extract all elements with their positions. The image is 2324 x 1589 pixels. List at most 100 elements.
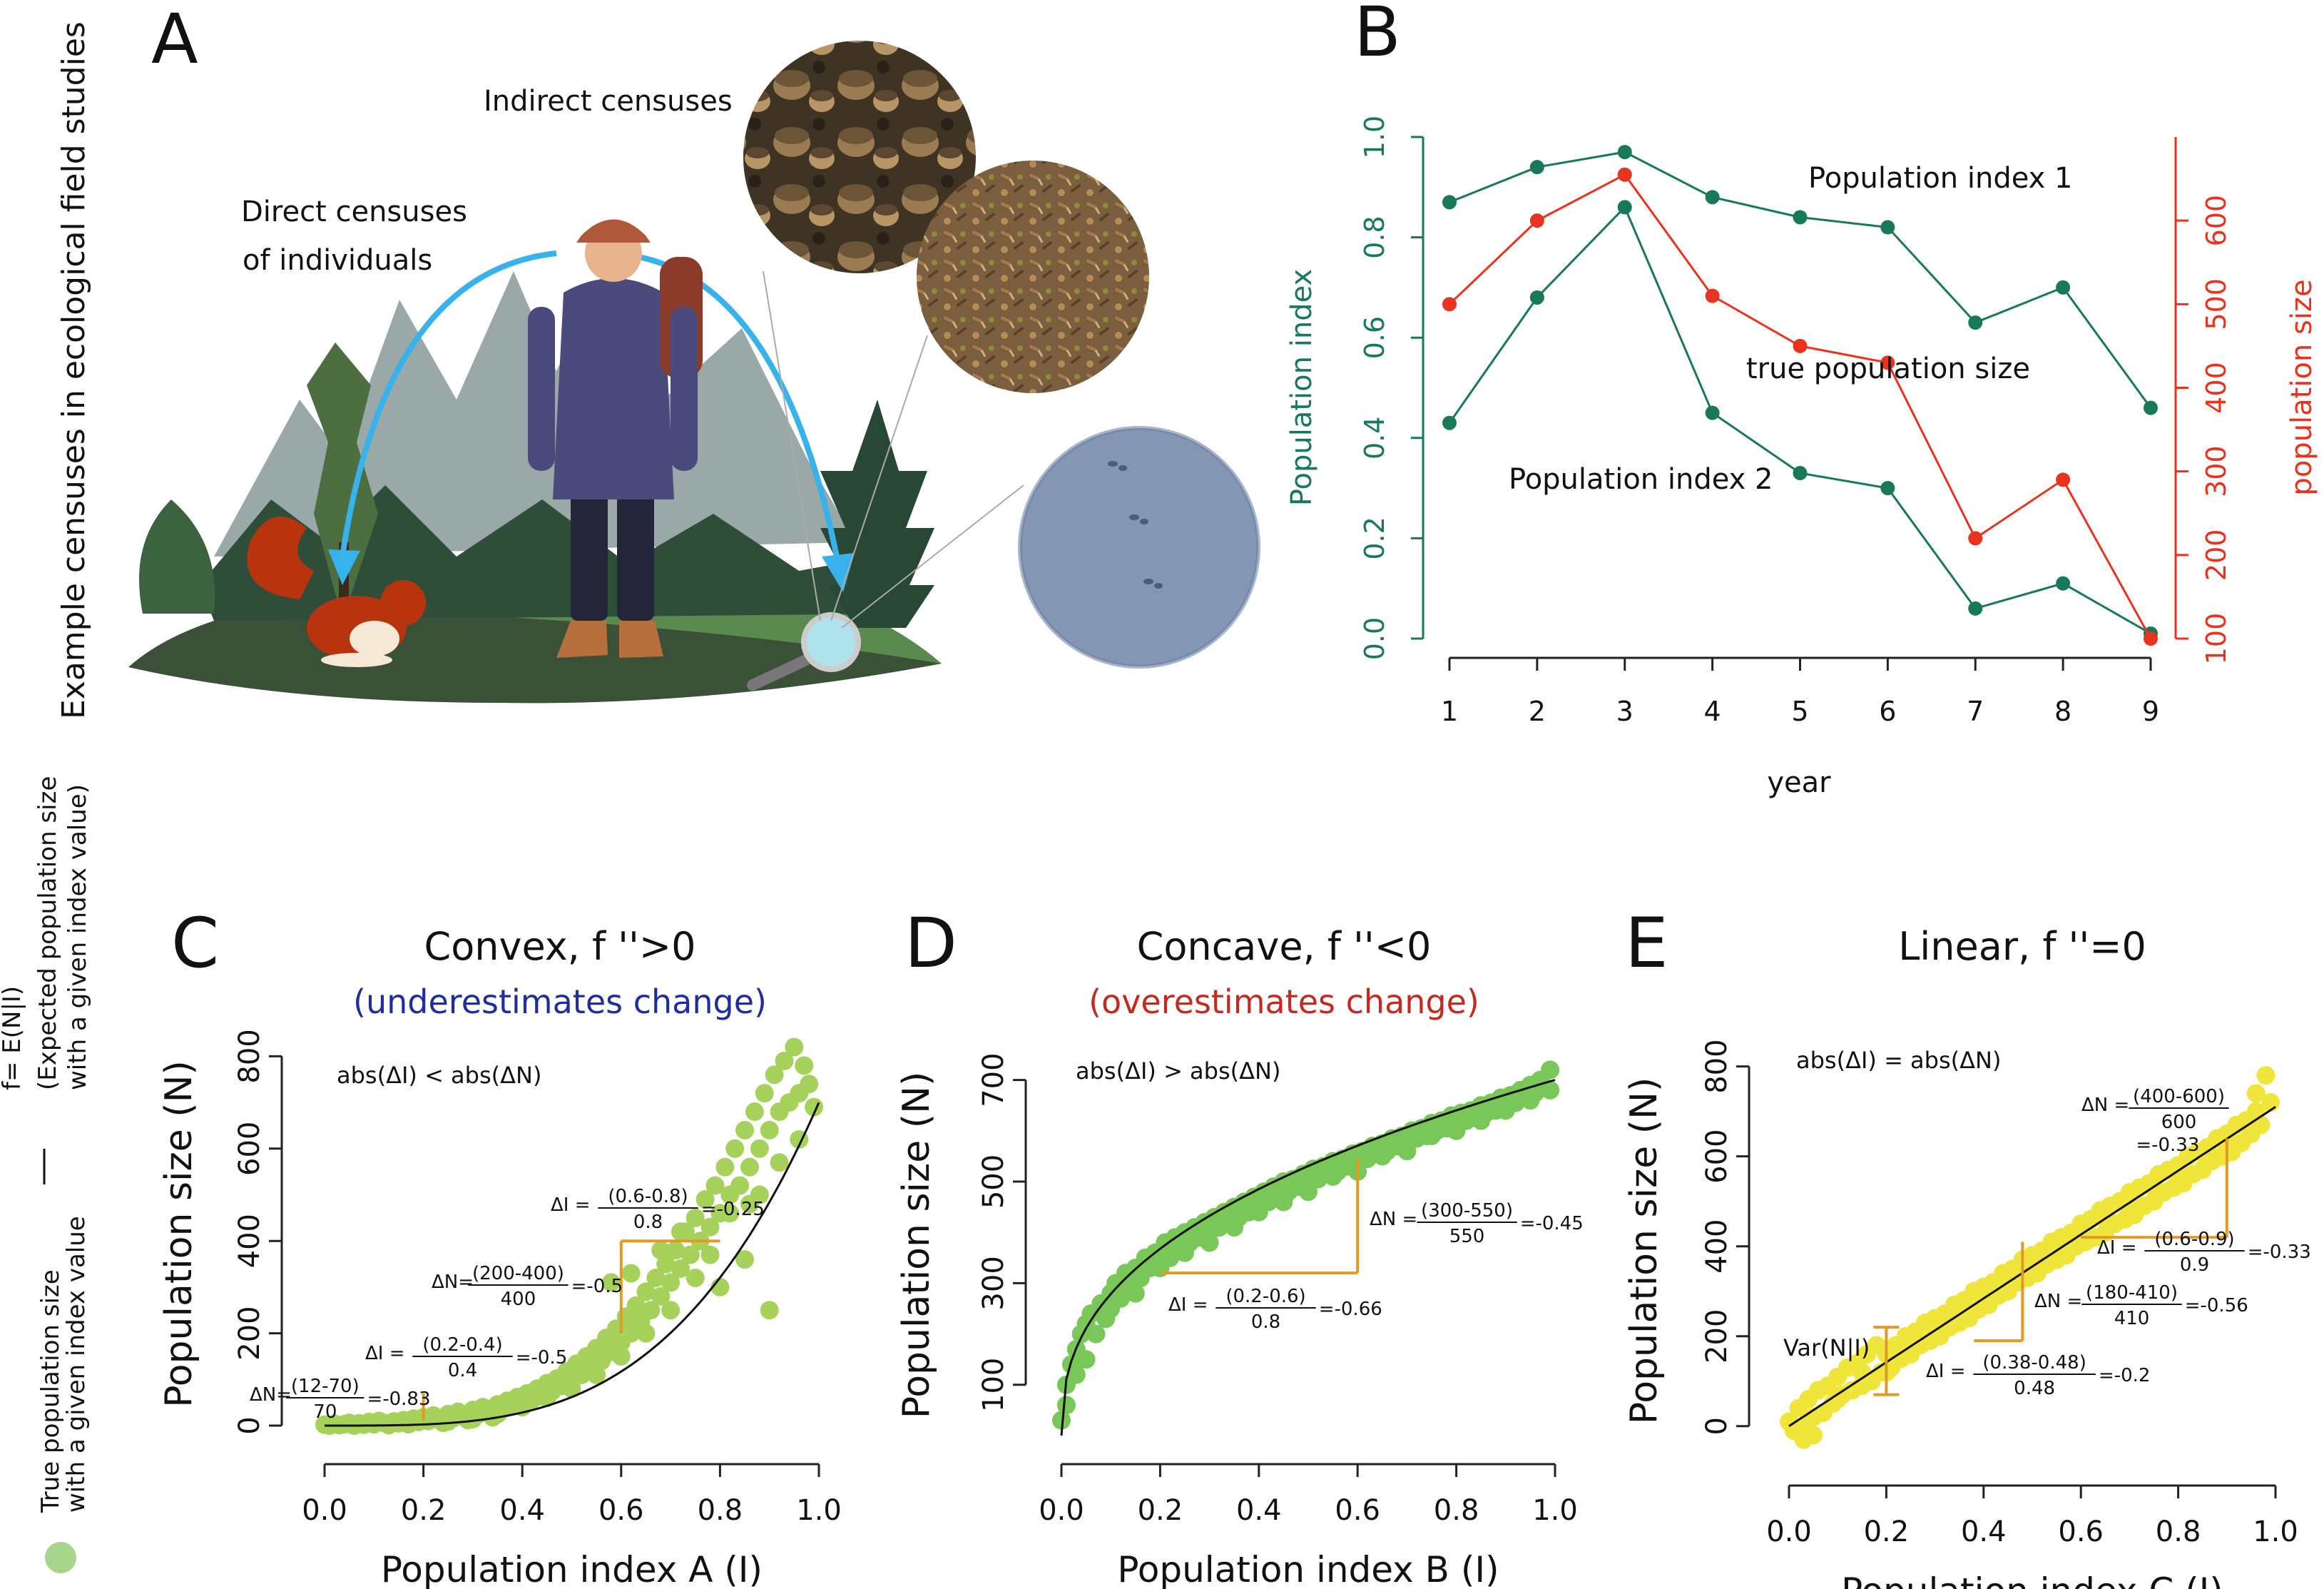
legend-f-desc-1: (Expected population size	[34, 776, 62, 1090]
x-tick-label: 0.4	[499, 1494, 545, 1527]
data-point	[1447, 1121, 1466, 1140]
data-point	[1225, 1218, 1244, 1237]
x-tick-label: 3	[1616, 696, 1634, 727]
annotation-0-pre: ΔN =	[1370, 1209, 1417, 1230]
x-tick-label: 1.0	[1532, 1494, 1578, 1527]
data-point	[750, 1139, 769, 1158]
data-point	[1176, 1243, 1194, 1262]
data-point	[2256, 1066, 2275, 1085]
data-point	[1901, 1331, 1920, 1351]
magnifier-glass	[801, 612, 861, 672]
data-point	[463, 1409, 482, 1428]
series-point-1	[1705, 405, 1720, 420]
data-point	[562, 1379, 581, 1398]
data-point	[2120, 1196, 2139, 1215]
data-point	[1126, 1284, 1145, 1303]
annotation-1-post: =-0.66	[1319, 1299, 1382, 1320]
y-tick-label: 500	[977, 1154, 1010, 1209]
data-point	[1496, 1101, 1515, 1120]
right-tick-label: 600	[2201, 195, 2232, 247]
annotation-1-den: 0.4	[448, 1360, 477, 1381]
annotation-0-post: =-0.83	[367, 1389, 430, 1410]
connector-acorns	[763, 270, 821, 621]
y-tick-label: 0	[1701, 1417, 1733, 1435]
arrowhead-squirrel	[328, 549, 360, 585]
y-tick-label: 400	[1701, 1219, 1733, 1274]
right-tick-label: 400	[2201, 362, 2232, 414]
annotation-3-post: =-0.2	[2099, 1365, 2151, 1386]
y-axis-label: Population size (N)	[1623, 1077, 1666, 1425]
data-point	[661, 1273, 681, 1292]
data-point	[636, 1324, 656, 1343]
panel-a: A Example censuses in ecological field st…	[56, 0, 1260, 719]
data-point	[1372, 1147, 1392, 1166]
data-point	[1541, 1080, 1560, 1100]
x-axis-label: Population index A (I)	[381, 1549, 763, 1589]
data-point	[1086, 1324, 1106, 1344]
data-point	[1472, 1111, 1491, 1130]
y-tick-label: 600	[233, 1122, 266, 1176]
direct-censuses-label: Direct censuses	[241, 196, 467, 228]
side-title: Example censuses in ecological field stu…	[56, 21, 92, 719]
right-tick-label: 300	[2201, 445, 2232, 497]
series-point-0	[1442, 195, 1457, 210]
x-tick-label: 4	[1704, 696, 1721, 727]
snow-rim	[1018, 426, 1260, 669]
data-point	[1852, 1363, 1872, 1382]
data-point	[760, 1301, 779, 1320]
data-point	[641, 1301, 661, 1320]
data-point	[1066, 1365, 1086, 1384]
direct-censuses-label-2: of individuals	[243, 244, 432, 277]
panel-subtitle: (underestimates change)	[353, 983, 767, 1021]
annotation-1-num: (0.6-0.9)	[2154, 1229, 2234, 1250]
x-axis-label: Population index C (I)	[1841, 1570, 2223, 1589]
annotation-0-den: 70	[313, 1401, 337, 1423]
annotation-1-num: (0.2-0.4)	[422, 1334, 502, 1356]
annotation-2-num: (180-410)	[2086, 1282, 2178, 1304]
annotation-2-den: 410	[2114, 1308, 2150, 1329]
panel-letter-e: E	[1625, 903, 1668, 983]
x-tick-label: 0.2	[401, 1494, 447, 1527]
legend-dot-desc-1: True population size	[36, 1269, 65, 1513]
x-tick-label: 5	[1791, 696, 1808, 727]
panel-b-line-chart: B 0.0 0.2 0.4 0.6 0.8 1.0 Population index 100 20…	[1285, 0, 2318, 799]
annotation-1-den: 0.9	[2180, 1254, 2209, 1276]
annotation-3-den: 0.48	[2014, 1378, 2055, 1399]
series-point-1	[1617, 200, 1632, 215]
annotation-2-num: (200-400)	[472, 1263, 564, 1284]
y-tick-label: 800	[1701, 1039, 1733, 1093]
right-tick-label: 500	[2201, 278, 2232, 330]
x-tick-label: 7	[1967, 696, 1984, 727]
x-tick-label: 1.0	[2253, 1516, 2298, 1548]
data-point	[2193, 1142, 2212, 1162]
left-tick-label: 1.0	[1359, 116, 1390, 158]
data-point	[800, 1075, 819, 1094]
data-point	[1804, 1426, 1823, 1445]
series-point-0	[1529, 160, 1544, 175]
annotation-1-pre: ΔI =	[1168, 1294, 1208, 1316]
data-point	[1950, 1299, 1969, 1319]
x-tick-label: 8	[2054, 696, 2071, 727]
fitted-curve	[1060, 1079, 1556, 1436]
series-point-1	[1529, 290, 1544, 305]
annotation-2-den: 400	[501, 1289, 536, 1310]
x-tick-label: 0.0	[302, 1494, 347, 1527]
hiker-boot-right	[619, 621, 663, 658]
track-mark	[1154, 583, 1163, 589]
data-point	[1998, 1268, 2017, 1287]
series-line-2	[1448, 173, 2152, 639]
data-point	[651, 1241, 671, 1260]
track-mark	[1129, 514, 1139, 520]
series-point-0	[1617, 145, 1632, 160]
acorns-photo	[743, 41, 976, 273]
data-point	[1541, 1060, 1560, 1080]
annotation-2-post: =-0.5	[571, 1276, 623, 1297]
left-tick-label: 0.8	[1359, 215, 1390, 258]
series-label-index-1: Population index 1	[1808, 162, 2072, 195]
data-point	[700, 1245, 720, 1264]
annotation-0-den: 600	[2161, 1112, 2197, 1133]
annotation-1-num: (0.2-0.6)	[1225, 1286, 1305, 1307]
annotation-3-pre: ΔI =	[1926, 1361, 1966, 1382]
x-tick-label: 1	[1441, 696, 1458, 727]
track-mark	[1140, 519, 1148, 524]
